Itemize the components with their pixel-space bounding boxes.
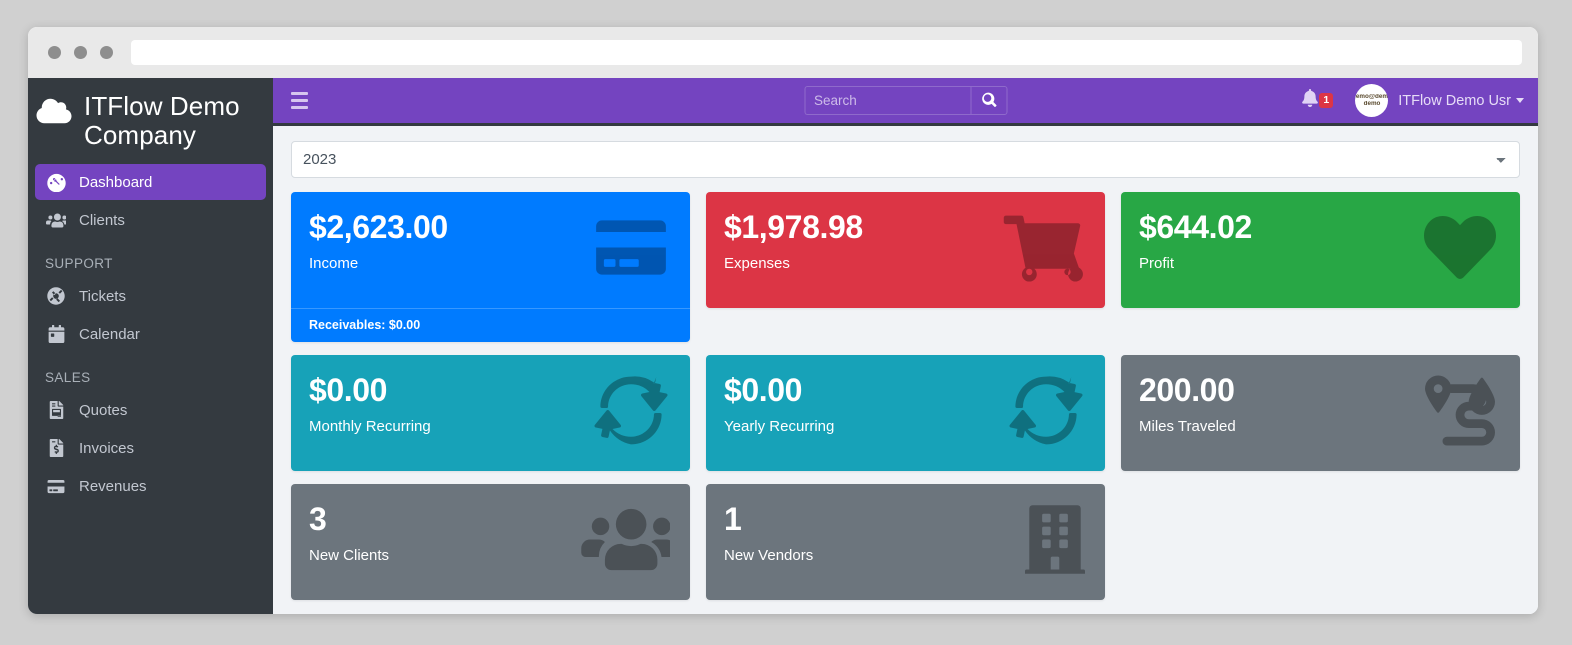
sidebar-group-sales-header: SALES bbox=[45, 370, 91, 386]
maximize-window-dot[interactable] bbox=[100, 46, 113, 59]
stat-cards-grid: $2,623.00 Income Receivables: $0.00 $1,9… bbox=[291, 192, 1520, 600]
cloud-icon bbox=[34, 92, 74, 130]
stat-card-expenses-label: Expenses bbox=[724, 254, 790, 272]
brand[interactable]: ITFlow Demo Company bbox=[28, 91, 273, 151]
sidebar-item-tickets-label: Tickets bbox=[79, 287, 126, 305]
user-menu[interactable]: ITFlow Demo Usr bbox=[1398, 93, 1524, 109]
stat-card-yearly-recurring-label: Yearly Recurring bbox=[724, 417, 835, 435]
sidebar-item-tickets[interactable]: Tickets bbox=[35, 278, 266, 314]
avatar-line2: demo bbox=[1363, 100, 1381, 107]
top-navbar: 1 demo@demo demo ITFlow Demo Usr bbox=[273, 78, 1538, 126]
stat-card-new-vendors-body: 1 New Vendors bbox=[706, 484, 1105, 600]
search-input[interactable] bbox=[804, 86, 970, 115]
browser-window: ITFlow Demo Company Dashboard Clients SU… bbox=[28, 27, 1538, 614]
stat-card-profit-label: Profit bbox=[1139, 254, 1175, 272]
notifications-button[interactable]: 1 bbox=[1292, 89, 1343, 112]
topnav-right: 1 demo@demo demo ITFlow Demo Usr bbox=[1292, 84, 1524, 117]
stat-card-income-value: $2,623.00 bbox=[309, 209, 448, 245]
magnifier-icon bbox=[981, 92, 997, 110]
search-bar bbox=[804, 86, 1007, 115]
search-button[interactable] bbox=[970, 86, 1007, 115]
stat-card-profit[interactable]: $644.02 Profit bbox=[1121, 192, 1520, 308]
bell-icon bbox=[1302, 89, 1319, 112]
file-invoice-dollar-icon bbox=[45, 439, 67, 458]
stat-card-miles-traveled[interactable]: 200.00 Miles Traveled bbox=[1121, 355, 1520, 471]
dashboard-main: 2023 $2,623.00 Income Receivables: $0.00 bbox=[273, 126, 1538, 614]
browser-chrome bbox=[28, 27, 1538, 78]
sidebar-item-revenues-label: Revenues bbox=[79, 477, 147, 495]
sidebar-item-quotes-label: Quotes bbox=[79, 401, 128, 419]
minimize-window-dot[interactable] bbox=[74, 46, 87, 59]
stat-card-new-clients-body: 3 New Clients bbox=[291, 484, 690, 600]
avatar-line1: demo@demo bbox=[1355, 93, 1388, 100]
brand-title: ITFlow Demo Company bbox=[84, 91, 240, 151]
stat-card-expenses-value: $1,978.98 bbox=[724, 209, 863, 245]
sidebar-item-quotes[interactable]: Quotes bbox=[35, 392, 266, 428]
year-select[interactable]: 2023 bbox=[291, 141, 1520, 178]
sidebar: ITFlow Demo Company Dashboard Clients SU… bbox=[28, 78, 273, 614]
stat-card-new-clients[interactable]: 3 New Clients bbox=[291, 484, 690, 600]
hamburger-icon[interactable] bbox=[289, 88, 310, 113]
nav-primary: Dashboard Clients bbox=[28, 164, 273, 238]
stat-card-monthly-recurring-value: $0.00 bbox=[309, 372, 388, 408]
stat-card-monthly-recurring[interactable]: $0.00 Monthly Recurring bbox=[291, 355, 690, 471]
stat-card-monthly-recurring-body: $0.00 Monthly Recurring bbox=[291, 355, 690, 471]
stat-card-income-footer: Receivables: $0.00 bbox=[291, 308, 690, 342]
stat-card-yearly-recurring[interactable]: $0.00 Yearly Recurring bbox=[706, 355, 1105, 471]
stat-card-expenses[interactable]: $1,978.98 Expenses bbox=[706, 192, 1105, 308]
stat-card-miles-traveled-value: 200.00 bbox=[1139, 372, 1235, 408]
stat-card-income[interactable]: $2,623.00 Income Receivables: $0.00 bbox=[291, 192, 690, 342]
stat-card-profit-body: $644.02 Profit bbox=[1121, 192, 1520, 308]
stat-card-income-label: Income bbox=[309, 254, 359, 272]
sidebar-item-clients[interactable]: Clients bbox=[35, 202, 266, 238]
sidebar-item-invoices[interactable]: Invoices bbox=[35, 430, 266, 466]
user-menu-label: ITFlow Demo Usr bbox=[1398, 92, 1511, 109]
file-invoice-icon bbox=[45, 401, 67, 420]
stat-card-profit-value: $644.02 bbox=[1139, 209, 1252, 245]
nav-sales: Quotes Invoices Revenues bbox=[28, 392, 273, 504]
address-bar[interactable] bbox=[131, 40, 1522, 65]
credit-card-icon bbox=[45, 479, 67, 494]
stat-card-income-body: $2,623.00 Income bbox=[291, 192, 690, 308]
life-ring-icon bbox=[45, 287, 67, 305]
stat-card-new-vendors-value: 1 bbox=[724, 501, 742, 537]
sidebar-item-dashboard[interactable]: Dashboard bbox=[35, 164, 266, 201]
chevron-down-icon bbox=[1516, 98, 1524, 104]
content-area: 1 demo@demo demo ITFlow Demo Usr 2023 bbox=[273, 78, 1538, 614]
stat-card-new-clients-label: New Clients bbox=[309, 546, 390, 564]
close-window-dot[interactable] bbox=[48, 46, 61, 59]
stat-card-monthly-recurring-label: Monthly Recurring bbox=[309, 417, 431, 435]
calendar-icon bbox=[45, 325, 67, 344]
window-controls[interactable] bbox=[48, 46, 113, 59]
stat-card-new-vendors-label: New Vendors bbox=[724, 546, 814, 564]
stat-card-miles-traveled-label: Miles Traveled bbox=[1139, 417, 1236, 435]
users-icon bbox=[45, 212, 67, 229]
nav-support: Tickets Calendar bbox=[28, 278, 273, 352]
notification-badge: 1 bbox=[1319, 92, 1334, 109]
stat-card-expenses-body: $1,978.98 Expenses bbox=[706, 192, 1105, 308]
stat-card-new-clients-value: 3 bbox=[309, 501, 327, 537]
app-body: ITFlow Demo Company Dashboard Clients SU… bbox=[28, 78, 1538, 614]
stat-card-yearly-recurring-value: $0.00 bbox=[724, 372, 803, 408]
sidebar-item-invoices-label: Invoices bbox=[79, 439, 135, 457]
stat-card-new-vendors[interactable]: 1 New Vendors bbox=[706, 484, 1105, 600]
stat-card-miles-traveled-body: 200.00 Miles Traveled bbox=[1121, 355, 1520, 471]
avatar[interactable]: demo@demo demo bbox=[1355, 84, 1389, 117]
tachometer-icon bbox=[45, 173, 67, 192]
sidebar-item-revenues[interactable]: Revenues bbox=[35, 468, 266, 504]
sidebar-item-calendar[interactable]: Calendar bbox=[35, 316, 266, 352]
sidebar-item-clients-label: Clients bbox=[79, 211, 125, 229]
stat-card-yearly-recurring-body: $0.00 Yearly Recurring bbox=[706, 355, 1105, 471]
sidebar-group-support-header: SUPPORT bbox=[45, 256, 113, 272]
sidebar-item-dashboard-label: Dashboard bbox=[79, 173, 153, 191]
sidebar-item-calendar-label: Calendar bbox=[79, 325, 140, 343]
